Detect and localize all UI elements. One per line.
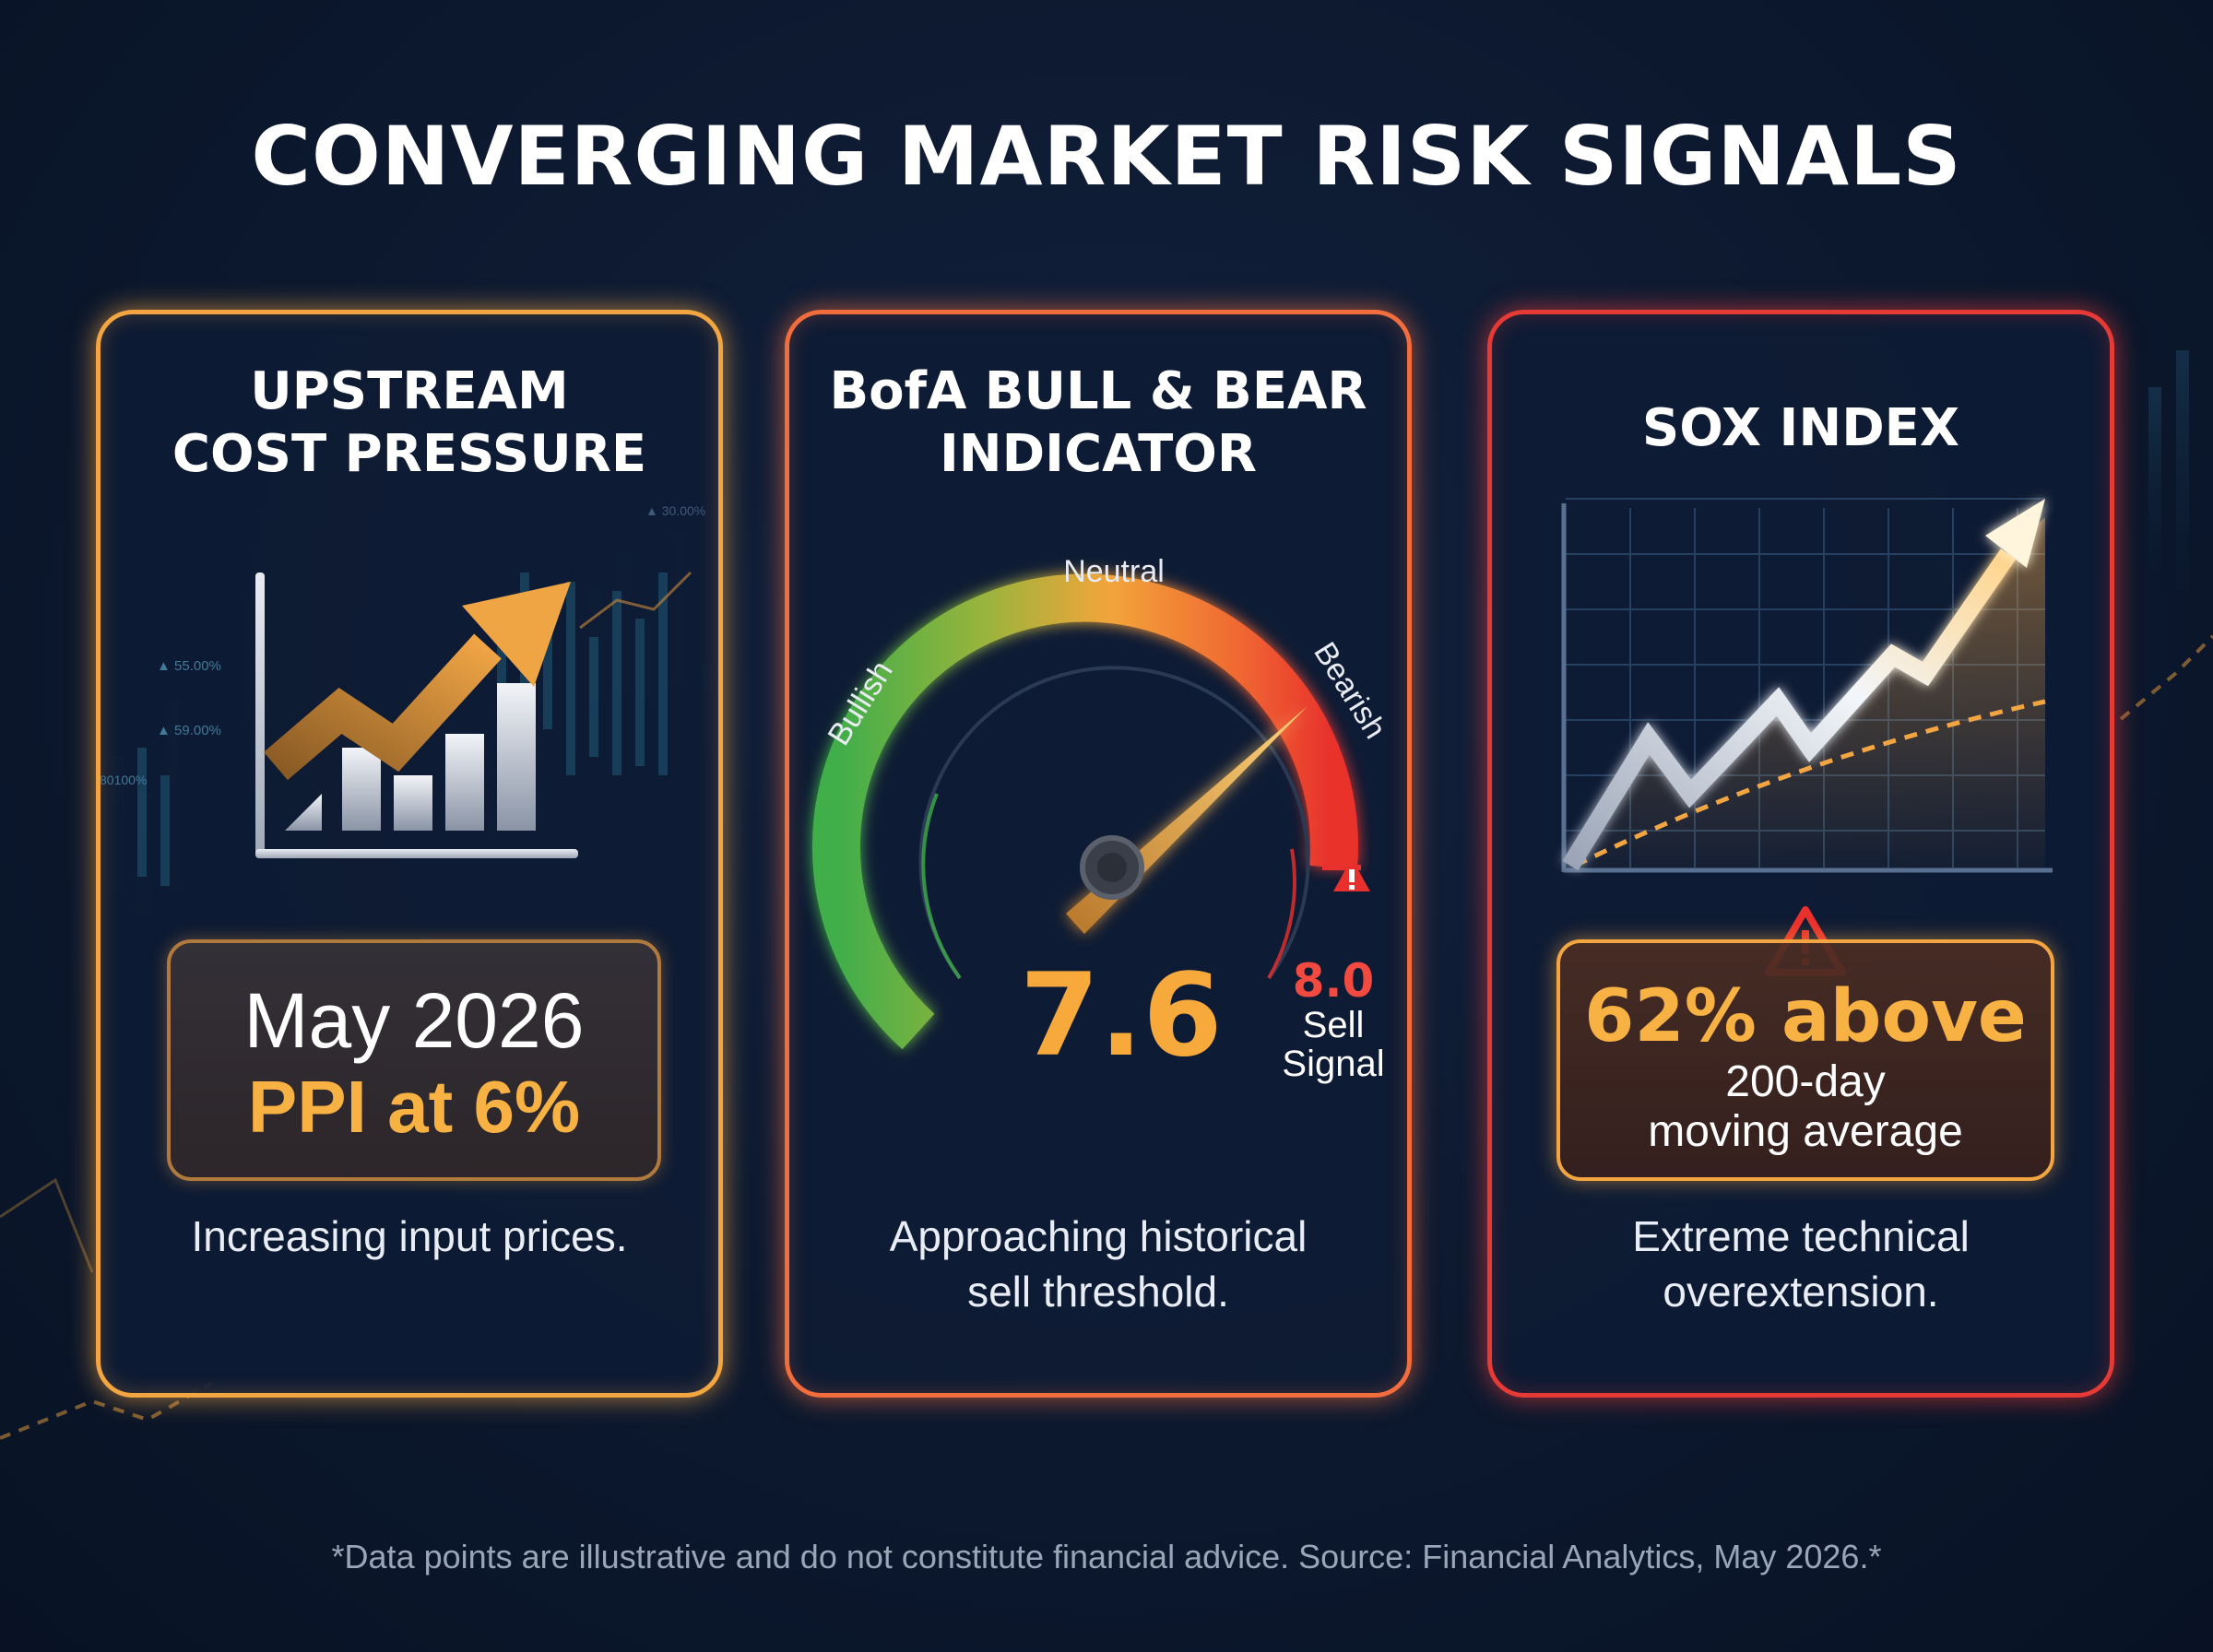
bg-tick-label: 80100%: [100, 773, 148, 787]
footnote: *Data points are illustrative and do not…: [331, 1538, 1882, 1575]
highlight-date: May 2026: [243, 977, 585, 1064]
gauge-meter: Neutral Bullish Bearish: [811, 554, 1393, 1050]
card-description: Approaching historical sell threshold.: [789, 1209, 1407, 1319]
sell-signal-line: Sell: [1302, 1005, 1365, 1045]
description-line: Extreme technical: [1632, 1212, 1970, 1260]
description-line: Increasing input prices.: [191, 1212, 628, 1260]
card-title-line: BofA BULL & BEAR: [829, 361, 1367, 421]
gauge-label-neutral: Neutral: [1063, 554, 1165, 589]
highlight-ppi-value: PPI at 6%: [247, 1066, 581, 1148]
card-title-line: INDICATOR: [939, 424, 1258, 484]
sell-signal-label: Sell Signal: [1269, 1006, 1398, 1083]
card-title-line: SOX INDEX: [1641, 398, 1960, 458]
bg-tick-label: ▲ 30.00%: [645, 503, 706, 518]
highlight-period: 200-day: [1725, 1057, 1886, 1106]
description-line: Approaching historical: [889, 1212, 1308, 1260]
description-line: sell threshold.: [967, 1268, 1229, 1316]
highlight-metric: moving average: [1648, 1107, 1963, 1156]
sell-threshold-value: 8.0: [1292, 954, 1375, 1008]
card-description: Increasing input prices.: [101, 1209, 718, 1264]
sox-trend-chart: [1561, 498, 2053, 873]
rising-bar-chart-arrow-icon: [137, 571, 692, 886]
gauge-current-value: 7.6: [1020, 950, 1223, 1082]
description-line: overextension.: [1663, 1268, 1939, 1316]
page-title: CONVERGING MARKET RISK SIGNALS: [251, 109, 1962, 204]
card-title: UPSTREAM COST PRESSURE: [101, 360, 718, 486]
card-title: SOX INDEX: [1492, 397, 2110, 460]
card-title: BofA BULL & BEAR INDICATOR: [789, 360, 1407, 486]
card-bofa-bull-bear-indicator: BofA BULL & BEAR INDICATOR: [785, 310, 1412, 1398]
card-description: Extreme technical overextension.: [1492, 1209, 2110, 1319]
sell-signal-line: Signal: [1282, 1044, 1385, 1084]
ppi-highlight-box: May 2026 PPI at 6%: [167, 939, 661, 1181]
card-sox-index: SOX INDEX: [1487, 310, 2114, 1398]
card-title-line: UPSTREAM: [250, 361, 569, 421]
card-title-line: COST PRESSURE: [172, 424, 647, 484]
sox-highlight-box: 62% above 200-day moving average: [1556, 939, 2054, 1181]
warning-triangle-icon: [1333, 858, 1370, 891]
highlight-percent-above: 62% above: [1584, 975, 2027, 1058]
card-upstream-cost-pressure: UPSTREAM COST PRESSURE: [96, 310, 723, 1398]
bg-tick-label: ▲ 55.00%: [157, 658, 221, 674]
bg-tick-label: ▲ 59.00%: [157, 723, 221, 738]
